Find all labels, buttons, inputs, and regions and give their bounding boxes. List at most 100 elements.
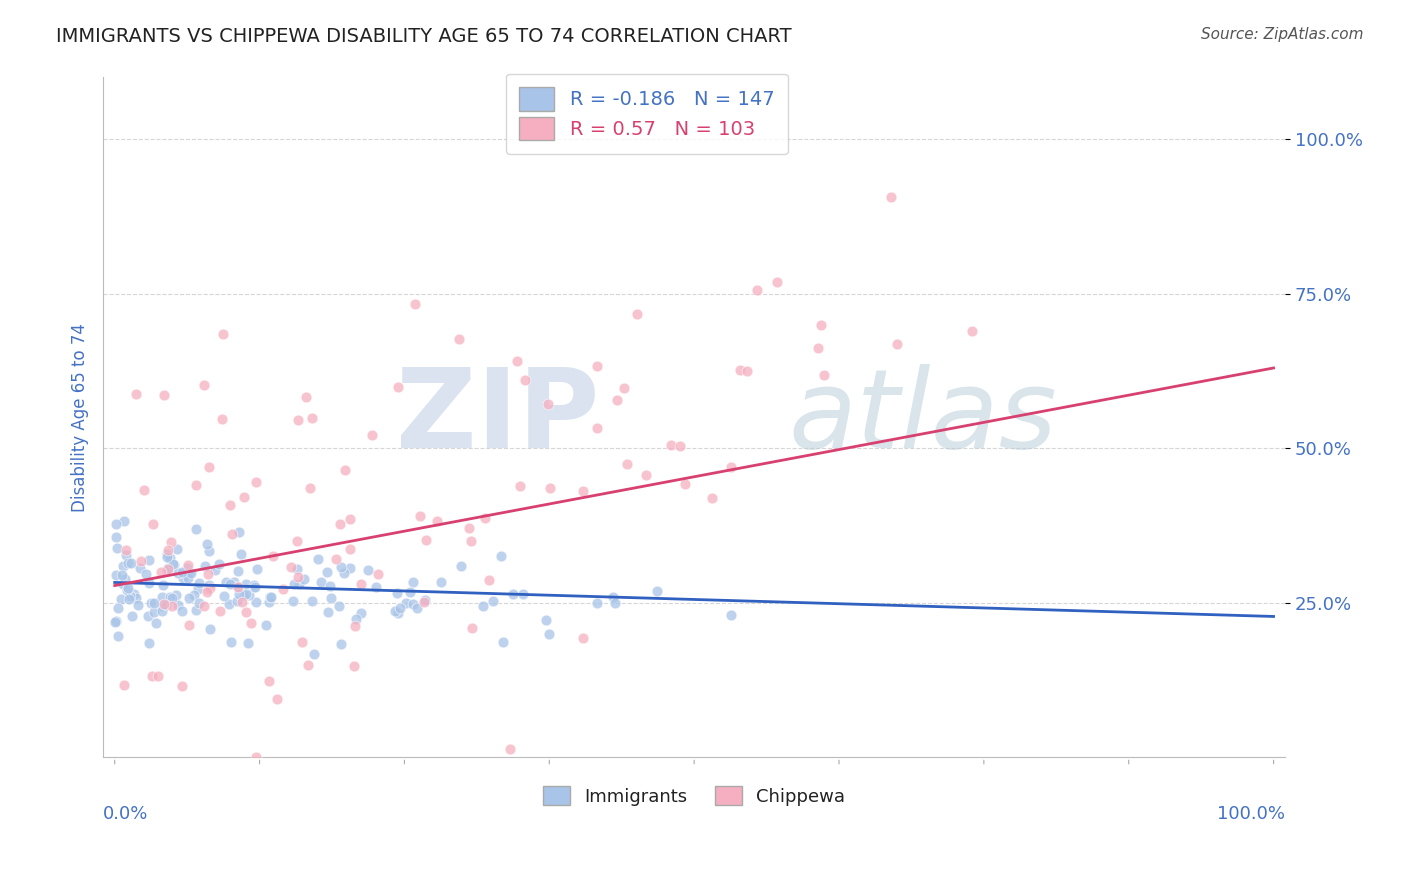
- Point: [214, 574, 236, 589]
- Point: [226, 581, 249, 595]
- Point: [316, 605, 339, 619]
- Point: [112, 514, 135, 528]
- Point: [111, 577, 134, 591]
- Point: [117, 581, 139, 595]
- Point: [153, 597, 176, 611]
- Point: [235, 586, 257, 600]
- Point: [179, 567, 201, 582]
- Point: [204, 563, 226, 577]
- Point: [474, 511, 496, 525]
- Point: [471, 599, 494, 613]
- Point: [107, 629, 129, 643]
- Point: [134, 483, 156, 497]
- Point: [387, 380, 409, 394]
- Point: [367, 566, 389, 581]
- Point: [172, 604, 194, 618]
- Point: [122, 587, 145, 601]
- Text: 0.0%: 0.0%: [103, 805, 149, 823]
- Point: [138, 636, 160, 650]
- Point: [297, 658, 319, 673]
- Point: [160, 534, 183, 549]
- Point: [586, 359, 609, 374]
- Point: [198, 622, 221, 636]
- Point: [395, 596, 418, 610]
- Point: [402, 575, 425, 590]
- Point: [319, 579, 342, 593]
- Point: [163, 558, 186, 572]
- Point: [231, 595, 253, 609]
- Point: [160, 599, 183, 614]
- Point: [291, 635, 314, 649]
- Point: [430, 574, 453, 589]
- Point: [343, 658, 366, 673]
- Point: [117, 591, 139, 606]
- Point: [177, 571, 200, 585]
- Point: [482, 593, 505, 607]
- Point: [700, 491, 723, 506]
- Point: [125, 387, 148, 401]
- Point: [606, 392, 628, 407]
- Point: [111, 567, 134, 582]
- Point: [184, 522, 207, 536]
- Point: [129, 561, 152, 575]
- Point: [728, 362, 751, 376]
- Point: [329, 516, 352, 531]
- Point: [150, 590, 173, 604]
- Point: [198, 544, 221, 558]
- Point: [110, 591, 132, 606]
- Point: [457, 521, 479, 535]
- Point: [236, 635, 259, 649]
- Point: [586, 421, 609, 435]
- Text: atlas: atlas: [789, 364, 1057, 471]
- Point: [356, 563, 378, 577]
- Point: [107, 601, 129, 615]
- Point: [960, 324, 983, 338]
- Point: [170, 680, 193, 694]
- Point: [745, 283, 768, 297]
- Point: [339, 542, 361, 557]
- Point: [228, 587, 250, 601]
- Point: [187, 582, 209, 597]
- Point: [117, 556, 139, 570]
- Point: [585, 596, 607, 610]
- Point: [141, 668, 163, 682]
- Point: [156, 561, 179, 575]
- Point: [512, 587, 534, 601]
- Point: [172, 566, 194, 580]
- Point: [235, 605, 257, 619]
- Point: [332, 566, 354, 580]
- Point: [143, 595, 166, 609]
- Point: [413, 593, 436, 607]
- Point: [120, 589, 142, 603]
- Point: [224, 575, 246, 590]
- Point: [226, 579, 249, 593]
- Text: Source: ZipAtlas.com: Source: ZipAtlas.com: [1201, 27, 1364, 42]
- Point: [280, 560, 302, 574]
- Point: [329, 636, 352, 650]
- Point: [271, 582, 294, 597]
- Point: [194, 559, 217, 574]
- Point: [152, 578, 174, 592]
- Point: [287, 570, 309, 584]
- Point: [232, 588, 254, 602]
- Point: [195, 537, 218, 551]
- Point: [409, 508, 432, 523]
- Point: [335, 462, 357, 476]
- Point: [287, 412, 309, 426]
- Point: [720, 607, 742, 622]
- Point: [142, 605, 165, 619]
- Point: [571, 632, 593, 646]
- Point: [298, 481, 321, 495]
- Point: [328, 599, 350, 614]
- Point: [616, 457, 638, 471]
- Point: [167, 599, 190, 613]
- Point: [232, 490, 254, 504]
- Point: [231, 547, 253, 561]
- Point: [150, 565, 173, 579]
- Point: [350, 577, 373, 591]
- Point: [198, 460, 221, 475]
- Point: [153, 388, 176, 402]
- Point: [104, 530, 127, 544]
- Point: [242, 580, 264, 594]
- Point: [260, 590, 283, 604]
